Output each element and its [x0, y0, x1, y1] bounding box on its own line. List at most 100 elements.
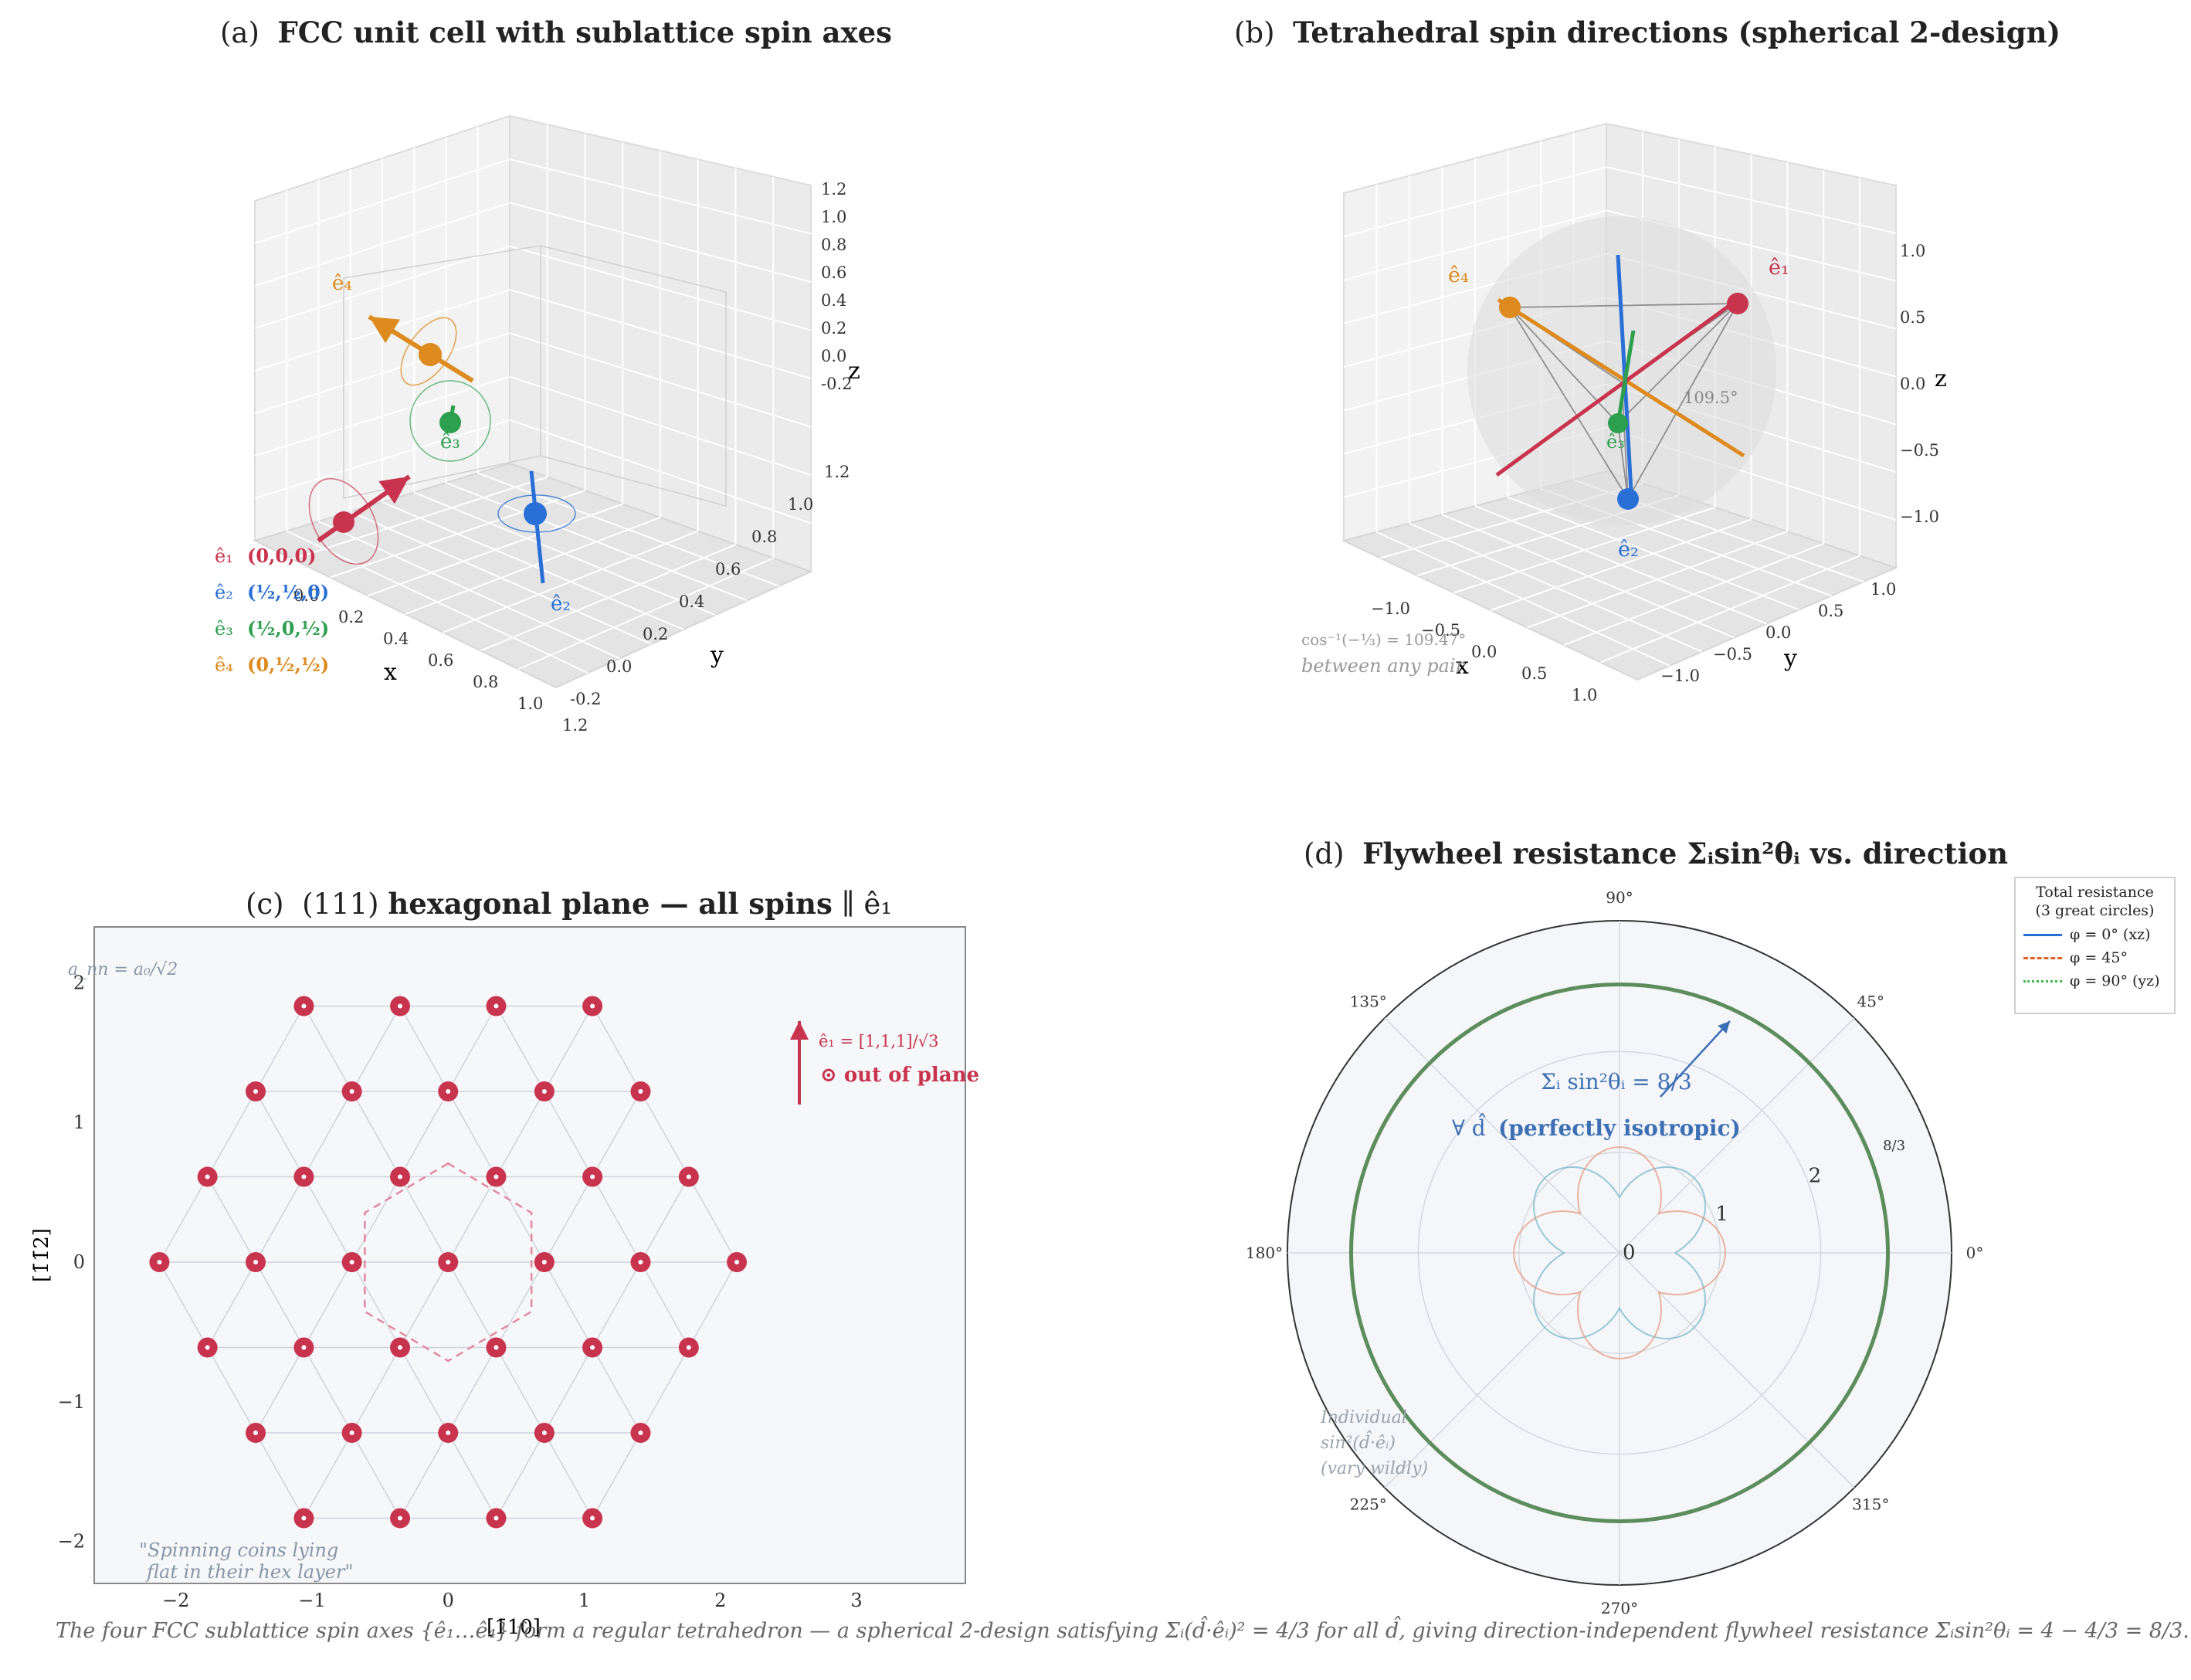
lattice-bond	[351, 1347, 401, 1434]
lattice-bond	[639, 1091, 690, 1177]
legend-swatch	[2023, 979, 2062, 983]
lattice-bond	[206, 1091, 256, 1177]
panel-d-letter: (d)	[1304, 837, 1345, 871]
lattice-bond	[158, 1176, 209, 1263]
panel-c-ytick: 2	[73, 972, 85, 993]
panel-c-xtick: −1	[298, 1590, 325, 1611]
panel-b-ytick: 0.5	[1818, 602, 1843, 620]
panel-b-3d-axes: ê₁ ê₄ ê₂ ê₃ 109.5° 1.0 0.5 0.0 −0.5 −1.0 −1.0…	[1301, 122, 1947, 704]
panel-a-xtick: 0.4	[383, 630, 409, 648]
panel-b-note-angle: cos⁻¹(−⅓) = 109.47°	[1301, 630, 1466, 649]
panel-b-ztick: −0.5	[1900, 441, 1939, 460]
panel-a-ztick: 0.6	[821, 263, 846, 282]
panel-a-ytick: 0.4	[679, 592, 704, 611]
panel-a-xlabel: x	[384, 659, 397, 686]
e3-precession-ring	[409, 380, 491, 462]
spin-dot	[493, 1515, 499, 1521]
spin-dot	[638, 1431, 643, 1436]
spin-dot	[205, 1174, 210, 1179]
panel-a-xtick: 0.8	[473, 673, 498, 691]
figure-caption: The four FCC sublattice spin axes {ê₁…ê₄…	[56, 1619, 2189, 1643]
panel-a-ytick: 0.2	[643, 625, 668, 643]
lattice-bond	[351, 1176, 401, 1263]
nn-distance-label: a_nn = a₀/√2	[68, 960, 178, 979]
polar-angle-tick: 135°	[1350, 993, 1387, 1011]
lattice-bond	[544, 1176, 593, 1263]
polar-angle-tick: 0°	[1966, 1244, 1984, 1262]
spin-dot	[638, 1260, 643, 1265]
panel-c-xtick: −2	[162, 1590, 189, 1611]
lattice-bond	[447, 1261, 497, 1348]
lattice-bond	[447, 1091, 497, 1177]
panel-b-xtick: 0.0	[1471, 643, 1497, 661]
panel-a-ztick: 1.2	[821, 180, 846, 199]
polar-angle-tick: 315°	[1852, 1495, 1889, 1513]
lattice-bond	[399, 1261, 449, 1348]
e1-label-b: ê₁	[1769, 256, 1789, 280]
legend-row: φ = 0° (xz)	[2023, 926, 2174, 943]
panel-a-legend-position: (0,0,0)	[247, 545, 317, 567]
panel-b-ztick: 1.0	[1900, 242, 1925, 260]
panel-a-title: (a) FCC unit cell with sublattice spin a…	[220, 15, 892, 49]
panel-c-title-bold: hexagonal plane — all spins	[388, 887, 833, 921]
legend-rows: φ = 0° (xz) φ = 45° φ = 90° (yz)	[2016, 926, 2174, 989]
lattice-bond	[544, 1261, 593, 1348]
legend-label: φ = 0° (xz)	[2070, 926, 2151, 943]
spin-dot	[205, 1345, 210, 1350]
panel-b-ytick: 0.0	[1765, 623, 1791, 642]
panel-a-xtick: 1.2	[562, 716, 588, 735]
lattice-bond	[495, 1432, 545, 1519]
polar-radial-tick: 8/3	[1883, 1138, 1905, 1154]
e1-axis-line	[1495, 293, 1745, 477]
panel-c-xtick: 1	[578, 1590, 590, 1611]
lattice-bond	[351, 1261, 401, 1348]
spin-dot	[398, 1345, 403, 1350]
panel-a-floor	[253, 462, 813, 689]
e1-atom	[333, 511, 354, 533]
panel-c-ytick: −2	[58, 1531, 85, 1553]
spin-dot	[398, 1003, 403, 1009]
individual-note-3: (vary wildly)	[1321, 1459, 1428, 1478]
panel-c-ytick: 1	[73, 1112, 85, 1133]
lattice-bond	[303, 1432, 353, 1519]
polar-angle-tick: 45°	[1857, 993, 1884, 1011]
e1-spin-arrow	[317, 474, 411, 543]
individual-curve	[1533, 1166, 1706, 1339]
spin-dot	[493, 1174, 499, 1179]
spin-dot	[301, 1345, 307, 1350]
panel-a-ylabel: y	[710, 642, 724, 669]
panel-b-floor	[1341, 470, 1898, 681]
e3-axis-line	[1616, 330, 1636, 424]
tetrahedral-angle-label: 109.5°	[1684, 389, 1738, 407]
e4-tip	[1499, 297, 1521, 318]
panel-b-xlabel: x	[1456, 653, 1469, 680]
e1-tip	[1727, 293, 1748, 314]
isotropic-label: (perfectly isotropic)	[1498, 1115, 1741, 1141]
lattice-bond	[447, 1347, 497, 1434]
individual-note-2: sin²(d̂·êᵢ)	[1321, 1431, 1396, 1453]
polar-radial-tick: 1	[1715, 1203, 1728, 1226]
spin-dot	[349, 1089, 354, 1095]
lattice-bond	[351, 1091, 401, 1177]
panel-d-title-text: Flywheel resistance Σᵢsin²θᵢ vs. directi…	[1362, 837, 2009, 871]
panel-a-xtick: 0.6	[428, 651, 453, 670]
lattice-bond	[351, 1432, 401, 1519]
polar-angle-tick: 225°	[1350, 1495, 1387, 1513]
individual-note-1: Individual	[1320, 1408, 1407, 1427]
spin-dot	[541, 1260, 547, 1265]
lattice-bond	[544, 1091, 593, 1177]
e2-label-a: ê₂	[551, 592, 571, 616]
spin-dot	[541, 1089, 547, 1095]
spin-dot	[253, 1089, 259, 1095]
spin-dot	[590, 1345, 595, 1350]
spin-dot	[734, 1260, 740, 1265]
lattice-bond	[688, 1261, 738, 1348]
panel-a-ytick: 0.8	[751, 528, 777, 546]
e3-label-b: ê₃	[1606, 431, 1625, 453]
lattice-bond	[206, 1347, 256, 1434]
lattice-bond	[592, 1006, 642, 1092]
panel-c-ytick: 0	[73, 1251, 85, 1273]
lattice-bond	[447, 1432, 497, 1519]
panel-c-ylabel: [1̄1̄2]	[30, 1228, 53, 1282]
panel-a-ztick: 0.4	[821, 291, 846, 310]
